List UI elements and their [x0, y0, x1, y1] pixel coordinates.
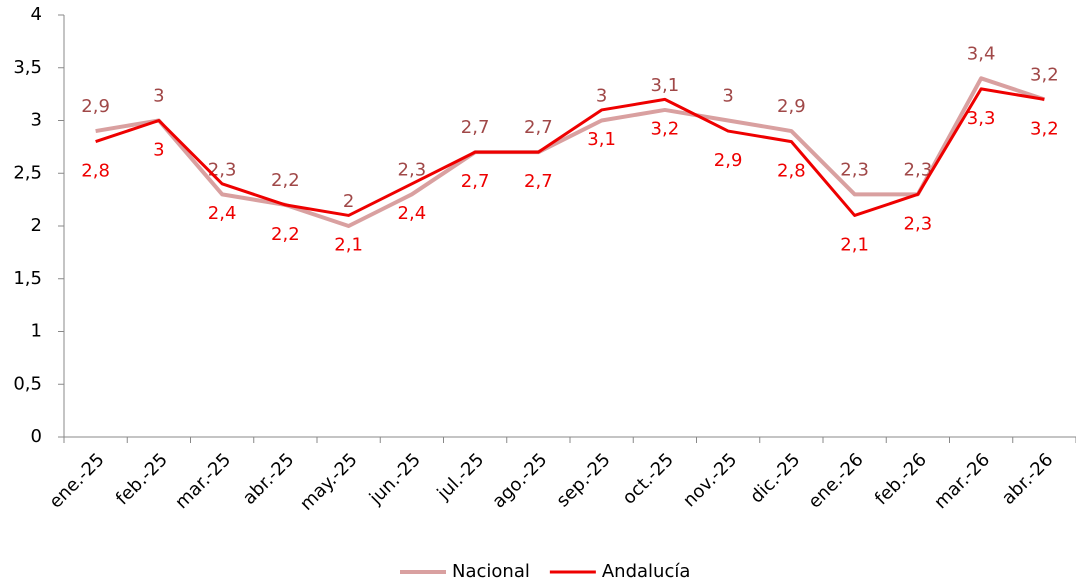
y-tick-label: 3: [31, 110, 42, 131]
y-tick-label: 2,5: [13, 162, 42, 183]
x-tick-label: feb.-25: [112, 449, 172, 509]
y-tick-label: 3,5: [13, 57, 42, 78]
x-tick-label: abr.-26: [998, 449, 1058, 509]
data-label: 2,3: [840, 159, 869, 180]
y-tick-label: 1: [31, 321, 42, 342]
data-label: 2,9: [81, 96, 110, 117]
data-label: 2,7: [461, 117, 490, 138]
y-tick-label: 4: [31, 4, 42, 25]
data-label: 3,1: [651, 75, 680, 96]
legend-label: Nacional: [452, 561, 530, 582]
y-tick-label: 1,5: [13, 268, 42, 289]
y-tick-label: 0: [31, 426, 42, 447]
data-label: 3,3: [967, 108, 996, 129]
data-label: 3: [722, 86, 733, 107]
data-label: 2,2: [271, 224, 300, 245]
data-label: 2,4: [208, 203, 237, 224]
data-label: 2,2: [271, 170, 300, 191]
data-label: 3,4: [967, 43, 996, 64]
x-tick-label: abr.-25: [239, 449, 299, 509]
data-label: 2,8: [777, 161, 806, 182]
data-label: 2: [343, 191, 354, 212]
data-label: 2,3: [904, 213, 933, 234]
data-label: 3,2: [651, 118, 680, 139]
x-tick-label: oct.-25: [618, 449, 677, 508]
data-label: 2,7: [524, 117, 553, 138]
data-label: 3,1: [587, 129, 616, 150]
x-tick-label: ene.-26: [804, 449, 867, 512]
data-label: 3: [153, 140, 164, 161]
data-label: 2,7: [461, 171, 490, 192]
data-label: 2,3: [208, 159, 237, 180]
x-tick-label: may.-25: [296, 449, 362, 515]
data-label: 2,1: [334, 234, 363, 255]
x-tick-label: mar.-25: [171, 449, 235, 513]
data-label: 2,8: [81, 161, 110, 182]
x-tick-label: feb.-26: [871, 449, 931, 509]
data-label: 3: [153, 86, 164, 107]
legend-label: Andalucía: [602, 561, 691, 582]
x-tick-label: dic.-25: [746, 449, 804, 507]
x-tick-label: jun.-25: [365, 449, 425, 509]
data-label: 2,1: [840, 234, 869, 255]
data-label: 2,7: [524, 171, 553, 192]
x-tick-label: sep.-25: [552, 449, 614, 511]
x-tick-label: nov.-25: [679, 449, 741, 511]
data-label: 2,9: [777, 96, 806, 117]
x-tick-label: mar.-26: [930, 449, 994, 513]
data-label: 3,2: [1030, 118, 1059, 139]
data-label: 2,4: [398, 203, 427, 224]
data-label: 2,9: [714, 150, 743, 171]
x-tick-label: ago.-25: [488, 449, 551, 512]
data-label: 3: [596, 86, 607, 107]
y-tick-label: 2: [31, 215, 42, 236]
data-label: 2,3: [904, 159, 933, 180]
y-tick-label: 0,5: [13, 373, 42, 394]
series-line: [95, 76, 1046, 228]
x-tick-label: ene.-25: [45, 449, 108, 512]
data-label: 2,3: [398, 159, 427, 180]
series-line: [95, 87, 1045, 217]
data-label: 3,2: [1030, 64, 1059, 85]
x-tick-label: jul.-25: [433, 449, 489, 505]
